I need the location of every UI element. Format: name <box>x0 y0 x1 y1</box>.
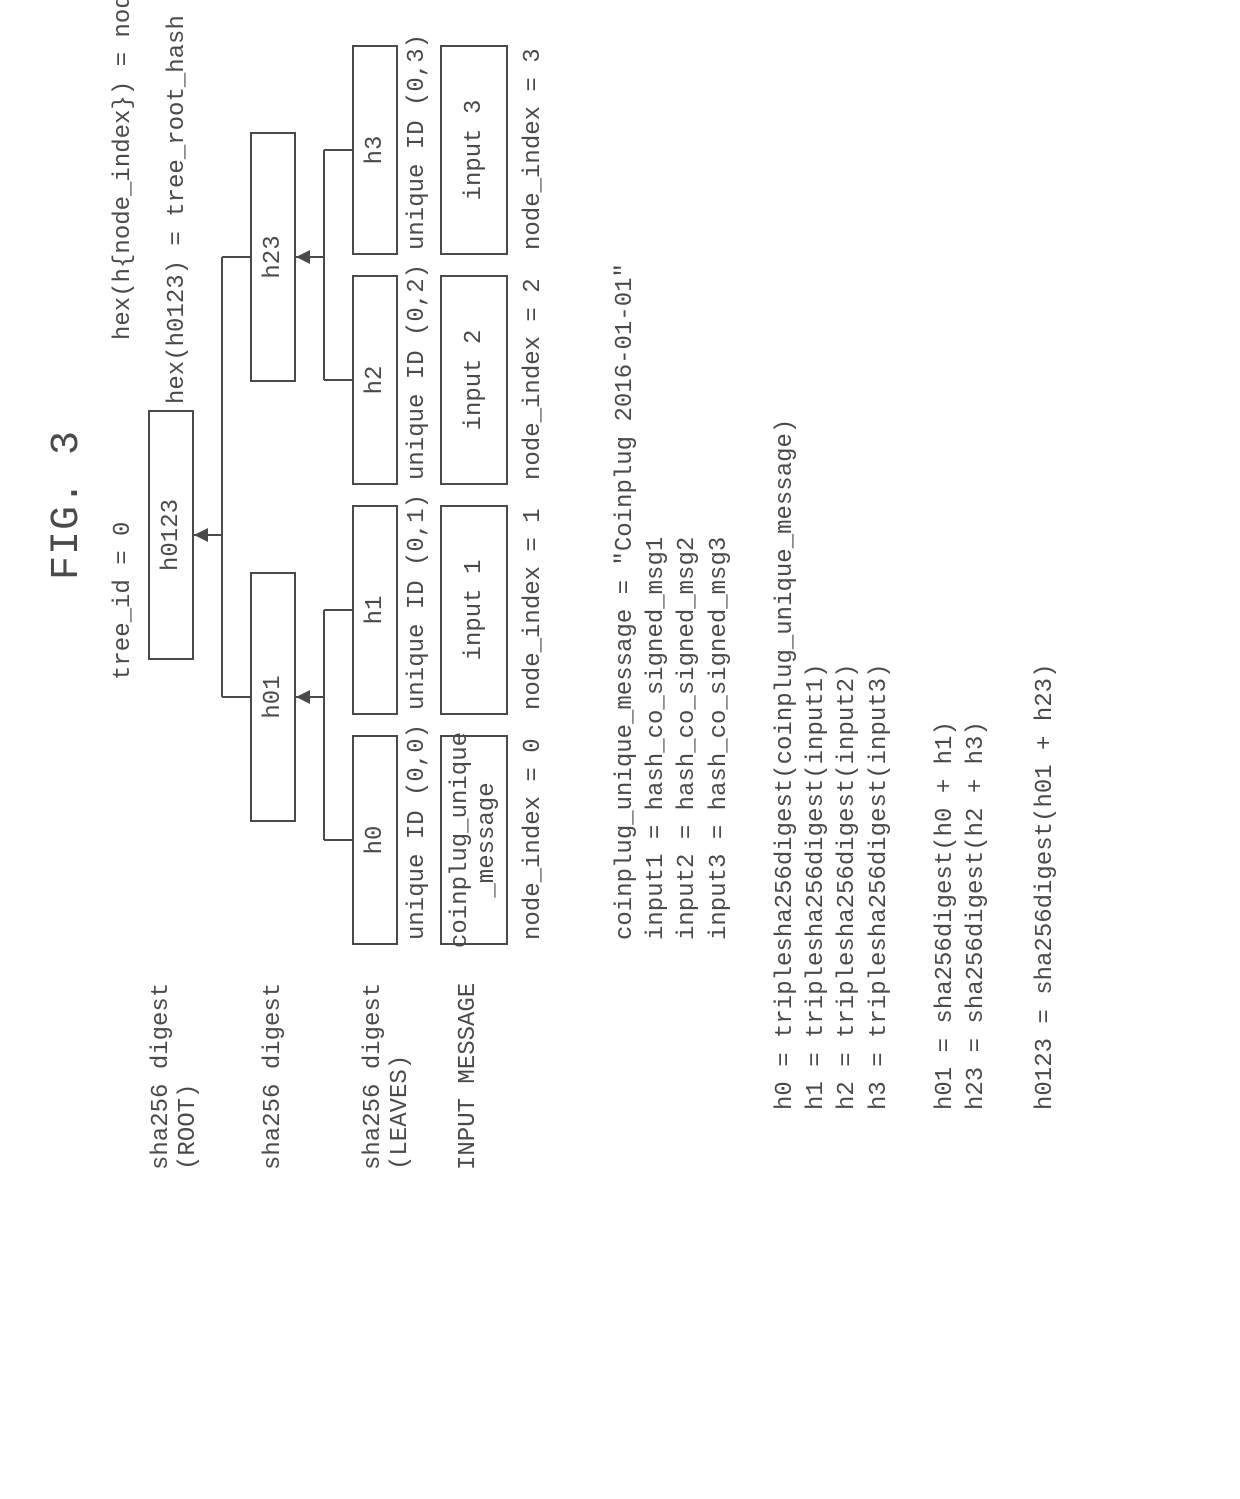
node-hash-label: hex(h{node_index}) = node_hash <box>110 0 137 340</box>
formula-block-3: h01 = sha256digest(h0 + h1) h23 = sha256… <box>930 721 992 1110</box>
node-index-ni3: node_index = 3 <box>520 48 547 250</box>
unique-id-id03: unique ID (0,3) <box>404 34 431 250</box>
node-index-ni2: node_index = 2 <box>520 278 547 480</box>
input-box-in3: input 3 <box>440 45 508 255</box>
formula-block-4: h0123 = sha256digest(h01 + h23) <box>1030 664 1061 1110</box>
mid-node-h23-text: h23 <box>260 235 287 278</box>
mid-node-h01-text: h01 <box>260 675 287 718</box>
input-box-in1-text: input 1 <box>461 560 488 661</box>
figure-title: FIG. 3 <box>45 430 90 580</box>
row-label-mid: sha256 digest <box>260 983 287 1170</box>
input-box-in2-text: input 2 <box>461 330 488 431</box>
mid-node-h23: h23 <box>250 132 296 382</box>
input-box-in3-text: input 3 <box>461 100 488 201</box>
row-label-inputs: INPUT MESSAGE <box>455 983 482 1170</box>
formula-block-1: coinplug_unique_message = "Coinplug 2016… <box>610 263 735 940</box>
row-label-leaves: sha256 digest (LEAVES) <box>360 983 414 1170</box>
unique-id-id01: unique ID (0,1) <box>404 494 431 710</box>
input-box-in2: input 2 <box>440 275 508 485</box>
root-node-text: h0123 <box>158 499 185 571</box>
input-box-in1: input 1 <box>440 505 508 715</box>
formula-block-2: h0 = triplesha256digest(coinplug_unique_… <box>770 419 895 1110</box>
mid-node-h01: h01 <box>250 572 296 822</box>
leaf-node-h1: h1 <box>352 505 398 715</box>
leaf-node-h3: h3 <box>352 45 398 255</box>
leaf-node-h2: h2 <box>352 275 398 485</box>
unique-id-id00: unique ID (0,0) <box>404 724 431 940</box>
leaf-node-h2-text: h2 <box>362 366 389 395</box>
node-index-ni1: node_index = 1 <box>520 508 547 710</box>
leaf-node-h0: h0 <box>352 735 398 945</box>
input-box-in0-text: coinplug_unique _message <box>447 732 501 948</box>
tree-id-label: tree_id = 0 <box>110 522 137 680</box>
root-hash-label: hex(h0123) = tree_root_hash <box>164 15 191 404</box>
leaf-node-h1-text: h1 <box>362 596 389 625</box>
leaf-node-h3-text: h3 <box>362 136 389 165</box>
node-index-ni0: node_index = 0 <box>520 738 547 940</box>
unique-id-id02: unique ID (0,2) <box>404 264 431 480</box>
input-box-in0: coinplug_unique _message <box>440 735 508 945</box>
root-node: h0123 <box>148 410 194 660</box>
row-label-root: sha256 digest (ROOT) <box>148 983 202 1170</box>
leaf-node-h0-text: h0 <box>362 826 389 855</box>
